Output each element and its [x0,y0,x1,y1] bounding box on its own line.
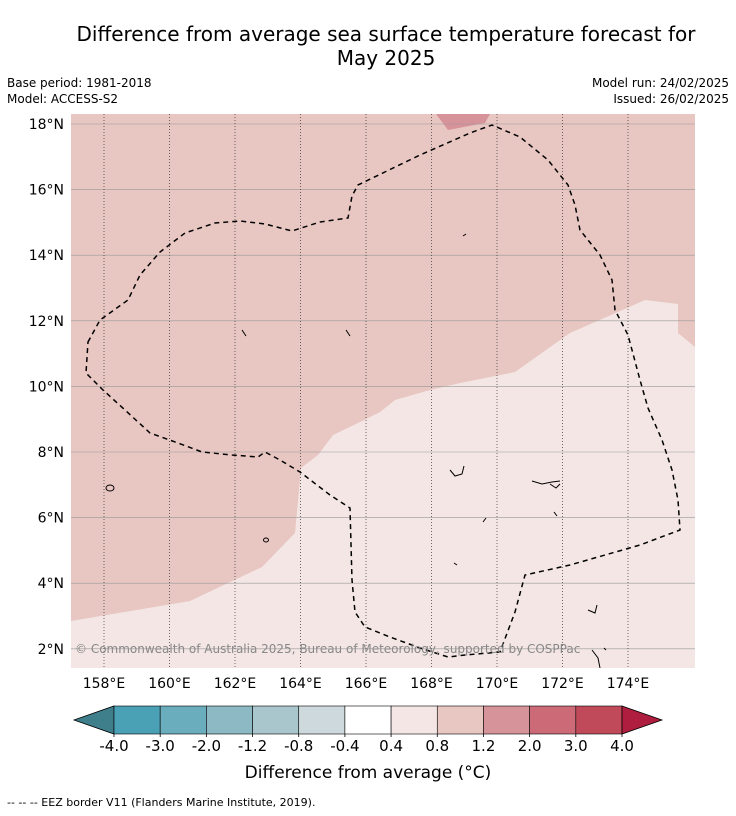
map-area: © Commonwealth of Australia 2025, Bureau… [71,114,695,668]
atoll-outline [241,329,247,337]
chart-title: Difference from average sea surface temp… [40,22,732,70]
island-outline [263,537,269,543]
colorbar-tick-label: 3.0 [564,737,588,755]
title-line-1: Difference from average sea surface temp… [76,22,696,46]
model-text: Model: ACCESS-S2 [7,92,119,106]
model-run-text: Model run: 24/02/2025 [591,76,729,90]
atoll-outline [453,562,458,566]
title-line-2: May 2025 [336,46,436,70]
latitude-tick-label: 2°N [38,642,64,658]
latitude-tick-label: 18°N [29,117,64,133]
atoll-outline [591,649,601,668]
longitude-labels: 158°E 160°E 162°E 164°E 166°E 168°E 170°E 172°E… [83,676,650,692]
colorbar [72,705,664,735]
colorbar-tick-label: -3.0 [146,737,175,755]
latitude-tick-label: 4°N [38,576,64,592]
copyright-text: © Commonwealth of Australia 2025, Bureau… [75,642,580,656]
latitude-tick-label: 8°N [38,445,64,461]
anomaly-region-0.4-0.8 [71,300,695,668]
colorbar-min-arrow [72,705,115,735]
colorbar-bin [206,705,253,735]
island-outline [105,484,115,492]
colorbar-bin [575,705,623,735]
colorbar-label: Difference from average (°C) [244,763,492,783]
longitude-tick-label: 158°E [83,676,126,692]
meta-right: Model run: 24/02/2025 Issued: 26/02/2025 [592,75,729,107]
latitude-labels: 18°N 16°N 14°N 12°N 10°N 8°N 6°N 4°N 2°N [29,117,64,658]
colorbar-bin [344,705,392,735]
eez-legend-note: -- -- -- EEZ border V11 (Flanders Marine… [7,796,316,809]
colorbar-bin [436,705,484,735]
latitude-tick-label: 10°N [29,379,64,395]
colorbar-tick-label: -2.0 [192,737,221,755]
islands [105,233,607,668]
atoll-outline [531,480,561,485]
atoll-outline [553,511,558,517]
colorbar-bin [390,705,438,735]
colorbar-tick-label: 1.2 [472,737,496,755]
base-period-text: Base period: 1981-2018 [7,76,152,90]
atoll-outline [482,517,487,523]
meta-left: Base period: 1981-2018 Model: ACCESS-S2 [7,75,152,107]
longitude-tick-label: 170°E [476,676,519,692]
atoll-outline [603,647,607,651]
colorbar-bin [252,705,300,735]
colorbar-tick-label: -1.2 [238,737,267,755]
latitude-tick-label: 12°N [29,314,64,330]
atoll-outline [587,604,598,614]
atoll-outline [462,233,467,237]
atoll-outline [549,483,561,489]
colorbar-bin [298,705,346,735]
colorbar-tick-label: 0.4 [379,737,403,755]
gridlines [71,114,695,668]
colorbar-tick-label: 2.0 [518,737,542,755]
colorbar-bin [159,705,207,735]
longitude-tick-label: 174°E [607,676,650,692]
longitude-tick-label: 168°E [410,676,453,692]
longitude-tick-label: 162°E [214,676,257,692]
eez-border [85,124,681,658]
longitude-tick-label: 172°E [541,676,584,692]
colorbar-tick-label: -0.8 [284,737,313,755]
colorbar-tick-label: -0.4 [330,737,359,755]
atoll-outline [449,465,465,477]
colorbar-max-arrow [621,705,664,735]
issued-text: Issued: 26/02/2025 [613,92,729,106]
latitude-tick-label: 6°N [38,511,64,527]
longitude-tick-label: 160°E [148,676,191,692]
longitude-tick-label: 166°E [345,676,388,692]
colorbar-bin [529,705,577,735]
colorbar-tick-labels: -4.0 -3.0 -2.0 -1.2 -0.8 -0.4 0.4 0.8 1.2 2.0 3.0 4… [99,734,634,755]
latitude-tick-label: 14°N [29,248,64,264]
colorbar-bin [113,705,161,735]
colorbar-tick-label: -4.0 [99,737,128,755]
atoll-outline [345,329,351,337]
longitude-tick-label: 164°E [279,676,322,692]
colorbar-bin [483,705,530,735]
colorbar-tick-label: 0.8 [425,737,449,755]
latitude-tick-label: 16°N [29,183,64,199]
anomaly-region-1.2-2.0 [436,114,490,130]
colorbar-tick-label: 4.0 [610,737,634,755]
